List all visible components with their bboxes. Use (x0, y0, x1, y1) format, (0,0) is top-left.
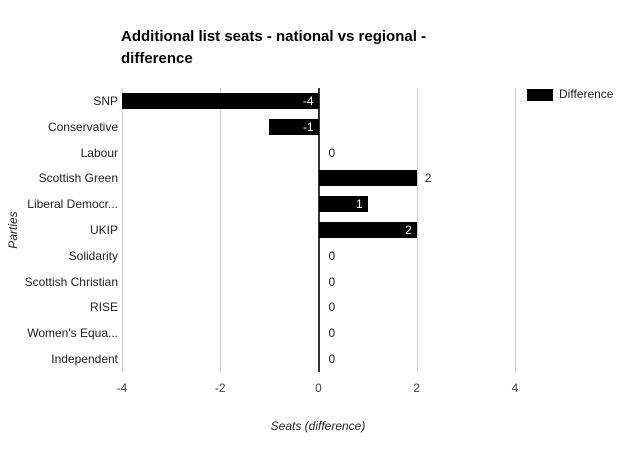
chart-title-line-1: Additional list seats - national vs regi… (121, 28, 427, 45)
bar-annotation: -4 (302, 93, 314, 108)
legend-label: Difference (559, 87, 614, 101)
x-tick-label: 4 (511, 381, 519, 395)
bar-annotation: 1 (355, 197, 363, 212)
x-tick-label: 2 (413, 381, 421, 395)
y-axis-title: Parties (6, 211, 20, 249)
x-tick-label: -4 (116, 381, 128, 395)
bar (318, 196, 368, 213)
gridline (122, 88, 123, 372)
legend-swatch (527, 88, 553, 101)
y-axis-label: Scottish Green (38, 171, 118, 186)
y-axis-label: SNP (93, 93, 118, 108)
y-axis-label: Conservative (47, 119, 118, 134)
bar (122, 92, 319, 109)
gridline (416, 88, 418, 372)
y-axis-label: Labour (80, 145, 118, 160)
chart-title-line-2: difference (121, 50, 193, 67)
bar (318, 170, 417, 187)
y-axis-label: Liberal Democr... (27, 197, 118, 212)
bar-annotation: 0 (328, 145, 336, 160)
y-axis-label: Women's Equa... (27, 326, 118, 341)
bar-annotation: 2 (424, 171, 432, 186)
bar-annotation: 0 (328, 274, 336, 289)
y-axis-label: Solidarity (68, 248, 118, 263)
y-axis-label: UKIP (89, 223, 118, 237)
y-axis-label: Scottish Christian (24, 274, 118, 289)
plot-area: -4 -1 0 2 1 2 0 0 0 0 0 (122, 88, 516, 372)
chart-title: Additional list seats - national vs regi… (121, 26, 426, 70)
y-axis-label: Independent (51, 352, 118, 367)
gridline (515, 88, 516, 372)
gridline (220, 88, 222, 372)
bar (318, 222, 417, 238)
x-tick-label: -2 (214, 381, 226, 395)
x-axis-title: Seats (difference) (270, 419, 366, 433)
y-axis-label: RISE (89, 300, 118, 315)
bar-annotation: 0 (328, 352, 336, 367)
bar (269, 118, 319, 135)
legend: Difference (527, 88, 613, 101)
bar-annotation: -1 (302, 119, 314, 134)
bar-annotation: 0 (328, 300, 336, 315)
bar-annotation: 0 (328, 326, 336, 341)
bar-annotation: 2 (405, 223, 412, 237)
bar-annotation: 0 (328, 248, 336, 263)
x-tick-label: 0 (315, 381, 322, 395)
